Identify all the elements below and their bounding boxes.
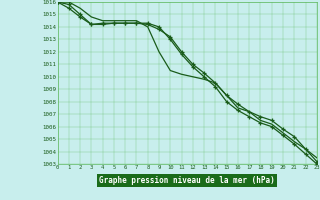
X-axis label: Graphe pression niveau de la mer (hPa): Graphe pression niveau de la mer (hPa) [99, 176, 275, 185]
